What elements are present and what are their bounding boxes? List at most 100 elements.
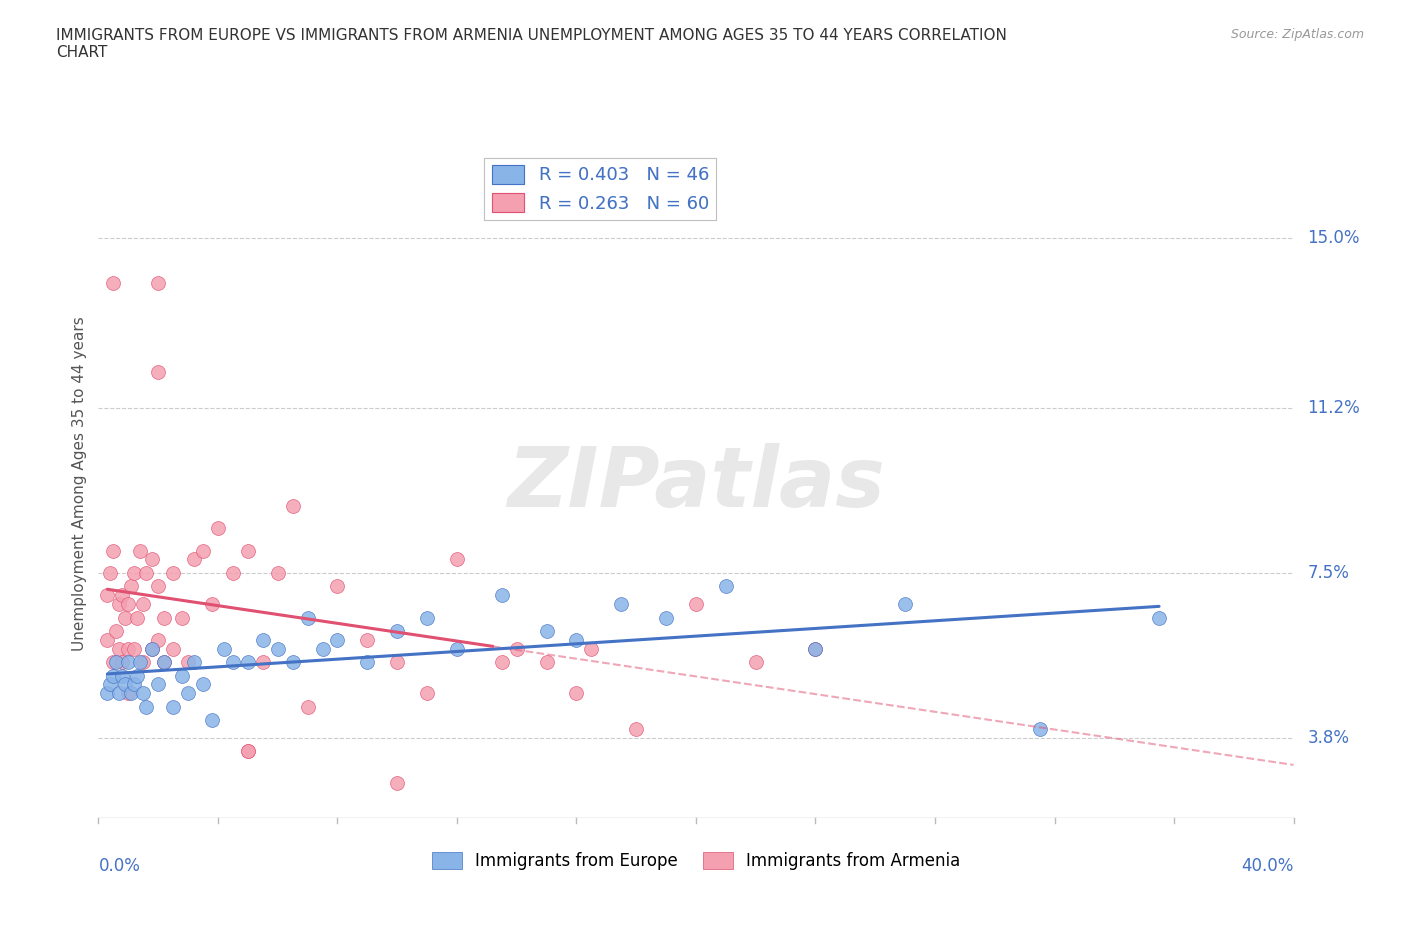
Point (127, 610, 149, 625)
Point (745, 655, 768, 670)
Point (236, 744, 259, 759)
Point (117, 642, 139, 657)
Point (281, 655, 304, 670)
Point (714, 578, 737, 593)
Point (236, 744, 259, 759)
Point (1147, 610, 1170, 625)
Text: 7.5%: 7.5% (1308, 564, 1350, 582)
Legend: R = 0.403   N = 46, R = 0.263   N = 60: R = 0.403 N = 46, R = 0.263 N = 60 (485, 158, 716, 220)
Point (129, 655, 152, 670)
Point (685, 597, 707, 612)
Point (111, 668, 134, 683)
Y-axis label: Unemployment Among Ages 35 to 44 years: Unemployment Among Ages 35 to 44 years (72, 316, 87, 651)
Text: Source: ZipAtlas.com: Source: ZipAtlas.com (1230, 28, 1364, 41)
Point (281, 498, 304, 513)
Point (446, 642, 468, 657)
Point (148, 275, 170, 290)
Text: 0.0%: 0.0% (98, 857, 141, 875)
Point (183, 552, 205, 567)
Point (172, 668, 194, 683)
Point (267, 642, 290, 657)
Text: 11.2%: 11.2% (1308, 399, 1360, 417)
Point (120, 686, 142, 701)
Point (117, 597, 139, 612)
Point (655, 610, 678, 625)
Point (141, 552, 163, 567)
Text: IMMIGRANTS FROM EUROPE VS IMMIGRANTS FROM ARMENIA UNEMPLOYMENT AMONG AGES 35 TO : IMMIGRANTS FROM EUROPE VS IMMIGRANTS FRO… (56, 28, 1007, 60)
Point (148, 632, 170, 647)
Point (111, 655, 134, 670)
Point (153, 655, 176, 670)
Point (297, 610, 319, 625)
Point (132, 655, 155, 670)
Point (297, 699, 319, 714)
Point (117, 655, 139, 670)
Point (96, 686, 118, 701)
Point (98, 677, 122, 692)
Point (96, 632, 118, 647)
Text: 40.0%: 40.0% (1241, 857, 1294, 875)
Point (135, 699, 157, 714)
Point (222, 655, 245, 670)
Point (610, 597, 633, 612)
Point (105, 655, 128, 670)
Point (162, 699, 184, 714)
Point (201, 712, 224, 727)
Point (191, 543, 214, 558)
Point (894, 597, 917, 612)
Text: 15.0%: 15.0% (1308, 229, 1360, 247)
Point (103, 668, 125, 683)
Point (129, 543, 152, 558)
Point (201, 597, 224, 612)
Point (446, 552, 468, 567)
Point (236, 543, 259, 558)
Point (135, 565, 157, 580)
Point (124, 565, 146, 580)
Point (108, 642, 131, 657)
Text: 3.8%: 3.8% (1308, 729, 1350, 747)
Point (252, 632, 274, 647)
Point (491, 655, 513, 670)
Point (127, 668, 149, 683)
Point (172, 610, 194, 625)
Point (207, 521, 229, 536)
Point (114, 610, 136, 625)
Point (385, 776, 409, 790)
Point (624, 722, 647, 737)
Point (581, 642, 603, 657)
Point (416, 610, 439, 625)
Point (536, 623, 558, 638)
Point (222, 565, 245, 580)
Point (108, 686, 131, 701)
Point (356, 632, 378, 647)
Point (162, 642, 184, 657)
Point (124, 642, 146, 657)
Point (148, 365, 170, 379)
Point (114, 677, 136, 692)
Point (804, 642, 827, 657)
Point (385, 623, 409, 638)
Point (565, 632, 588, 647)
Point (103, 275, 125, 290)
Point (132, 686, 155, 701)
Point (153, 610, 176, 625)
Point (103, 655, 125, 670)
Point (108, 597, 131, 612)
Text: ZIPatlas: ZIPatlas (508, 443, 884, 525)
Point (804, 642, 827, 657)
Point (385, 655, 409, 670)
Point (177, 655, 200, 670)
Point (183, 655, 205, 670)
Point (565, 686, 588, 701)
Point (536, 655, 558, 670)
Point (236, 655, 259, 670)
Point (96, 588, 118, 603)
Point (98, 565, 122, 580)
Point (1028, 722, 1050, 737)
Point (117, 686, 139, 701)
Point (356, 655, 378, 670)
Point (111, 588, 134, 603)
Point (148, 578, 170, 593)
Point (105, 623, 128, 638)
Point (326, 632, 349, 647)
